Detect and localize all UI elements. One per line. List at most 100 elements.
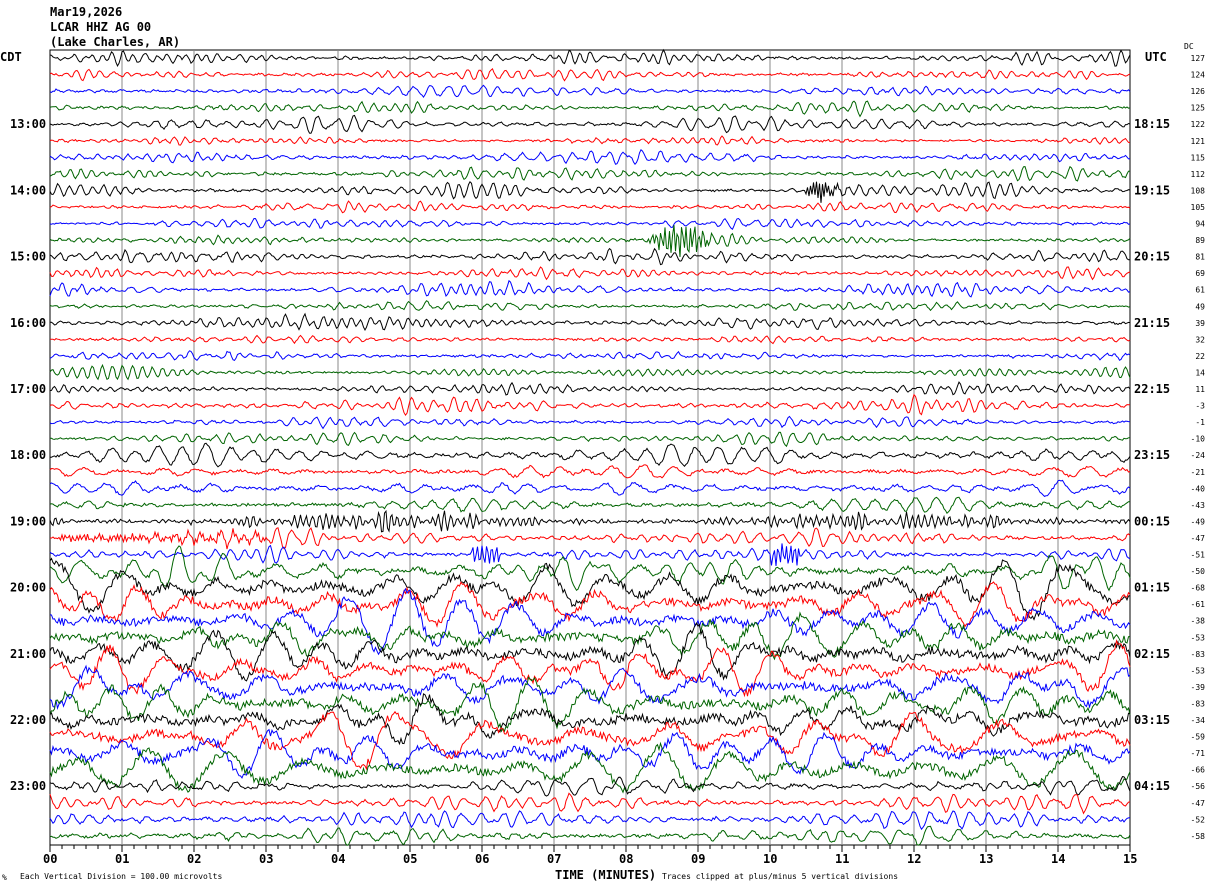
trace-row-32	[49, 557, 1131, 621]
left-time-label: 16:00	[10, 316, 46, 330]
dc-offset-label: -51	[1191, 551, 1206, 560]
left-time-label: 14:00	[10, 183, 46, 197]
dc-offset-label: 49	[1195, 302, 1205, 311]
dc-offset-label: -34	[1191, 716, 1206, 725]
dc-offset-label: 125	[1191, 104, 1206, 113]
trace-row-7	[49, 165, 1131, 182]
dc-offset-label: 121	[1191, 137, 1206, 146]
trace-row-5	[49, 135, 1131, 146]
trace-row-0	[49, 48, 1131, 68]
left-time-label: 23:00	[10, 779, 46, 793]
x-tick-label: 11	[835, 852, 849, 866]
dc-offset-label: -43	[1191, 501, 1206, 510]
dc-offset-label: -68	[1191, 584, 1206, 593]
right-time-label: 01:15	[1134, 581, 1170, 595]
trace-row-37	[49, 639, 1131, 698]
trace-row-13	[49, 266, 1131, 281]
dc-offset-label: -61	[1191, 600, 1206, 609]
trace-row-27	[49, 496, 1131, 515]
dc-offset-label: -3	[1195, 402, 1205, 411]
x-tick-label: 01	[115, 852, 129, 866]
dc-offset-label: 105	[1191, 203, 1206, 212]
trace-row-4	[49, 114, 1131, 134]
dc-offset-label: -53	[1191, 666, 1206, 675]
trace-row-16	[50, 312, 1131, 331]
x-tick-label: 15	[1123, 852, 1137, 866]
trace-row-31	[49, 545, 1131, 592]
dc-offset-label: 69	[1195, 269, 1205, 278]
trace-row-17	[49, 334, 1131, 345]
dc-offset-label: 61	[1195, 286, 1205, 295]
left-time-label: 22:00	[10, 713, 46, 727]
left-axis-title: CDT	[0, 50, 22, 64]
dc-offset-label: -38	[1191, 617, 1206, 626]
trace-row-42	[49, 728, 1131, 779]
trace-row-6	[49, 148, 1131, 166]
trace-row-1	[49, 67, 1131, 82]
dc-offset-label: -21	[1191, 468, 1206, 477]
left-time-label: 19:00	[10, 514, 46, 528]
trace-row-40	[49, 693, 1131, 746]
dc-offset-label: -24	[1191, 451, 1206, 460]
trace-row-2	[49, 84, 1131, 98]
dc-offset-label: -71	[1191, 749, 1206, 758]
trace-row-26	[49, 479, 1131, 497]
trace-row-18	[49, 350, 1131, 362]
dc-title: DC	[1184, 42, 1194, 51]
trace-row-39	[49, 676, 1131, 733]
logo-mark: %	[2, 873, 7, 882]
trace-row-9	[49, 200, 1131, 214]
x-tick-label: 12	[907, 852, 921, 866]
trace-row-23	[49, 431, 1131, 448]
trace-row-38	[49, 664, 1131, 710]
right-time-label: 18:15	[1134, 117, 1170, 131]
dc-offset-label: 11	[1195, 385, 1205, 394]
dc-offset-label: 126	[1191, 87, 1206, 96]
x-axis-label: TIME (MINUTES)	[555, 868, 656, 882]
right-axis-title: UTC	[1145, 50, 1167, 64]
right-time-label: 21:15	[1134, 316, 1170, 330]
dc-offset-label: -50	[1191, 567, 1206, 576]
trace-row-46	[49, 810, 1131, 831]
chart-station: LCAR HHZ AG 00	[50, 20, 151, 34]
trace-row-34	[49, 587, 1131, 656]
dc-offset-label: 39	[1195, 319, 1205, 328]
trace-row-15	[49, 300, 1131, 312]
dc-offset-label: 112	[1191, 170, 1206, 179]
trace-row-45	[49, 792, 1131, 815]
dc-offset-label: -40	[1191, 484, 1206, 493]
dc-offset-label: -83	[1191, 699, 1206, 708]
chart-date: Mar19,2026	[50, 5, 122, 19]
x-tick-label: 05	[403, 852, 417, 866]
x-tick-label: 09	[691, 852, 705, 866]
dc-offset-label: 127	[1191, 54, 1206, 63]
trace-row-22	[49, 415, 1131, 430]
trace-row-10	[49, 217, 1131, 230]
dc-offset-label: -59	[1191, 733, 1206, 742]
x-tick-label: 14	[1051, 852, 1065, 866]
dc-offset-label: 14	[1195, 368, 1205, 377]
trace-row-3	[49, 100, 1131, 118]
x-tick-label: 13	[979, 852, 993, 866]
right-time-label: 19:15	[1134, 183, 1170, 197]
trace-row-36	[49, 622, 1131, 682]
x-tick-label: 06	[475, 852, 489, 866]
dc-offset-label: 32	[1195, 335, 1205, 344]
dc-offset-label: -47	[1191, 799, 1206, 808]
trace-row-21	[49, 393, 1130, 416]
trace-row-41	[49, 710, 1131, 771]
left-time-label: 15:00	[10, 250, 46, 264]
dc-offset-label: 108	[1191, 186, 1206, 195]
dc-offset-label: -49	[1191, 517, 1206, 526]
trace-row-19	[49, 363, 1131, 381]
trace-row-33	[49, 581, 1131, 628]
x-tick-label: 00	[43, 852, 57, 866]
dc-offset-label: -56	[1191, 782, 1206, 791]
left-time-label: 20:00	[10, 581, 46, 595]
trace-row-35	[49, 611, 1131, 661]
right-time-label: 00:15	[1134, 514, 1170, 528]
scale-note: Each Vertical Division = 100.00 microvol…	[20, 872, 222, 881]
right-time-label: 20:15	[1134, 250, 1170, 264]
left-time-label: 17:00	[10, 382, 46, 396]
